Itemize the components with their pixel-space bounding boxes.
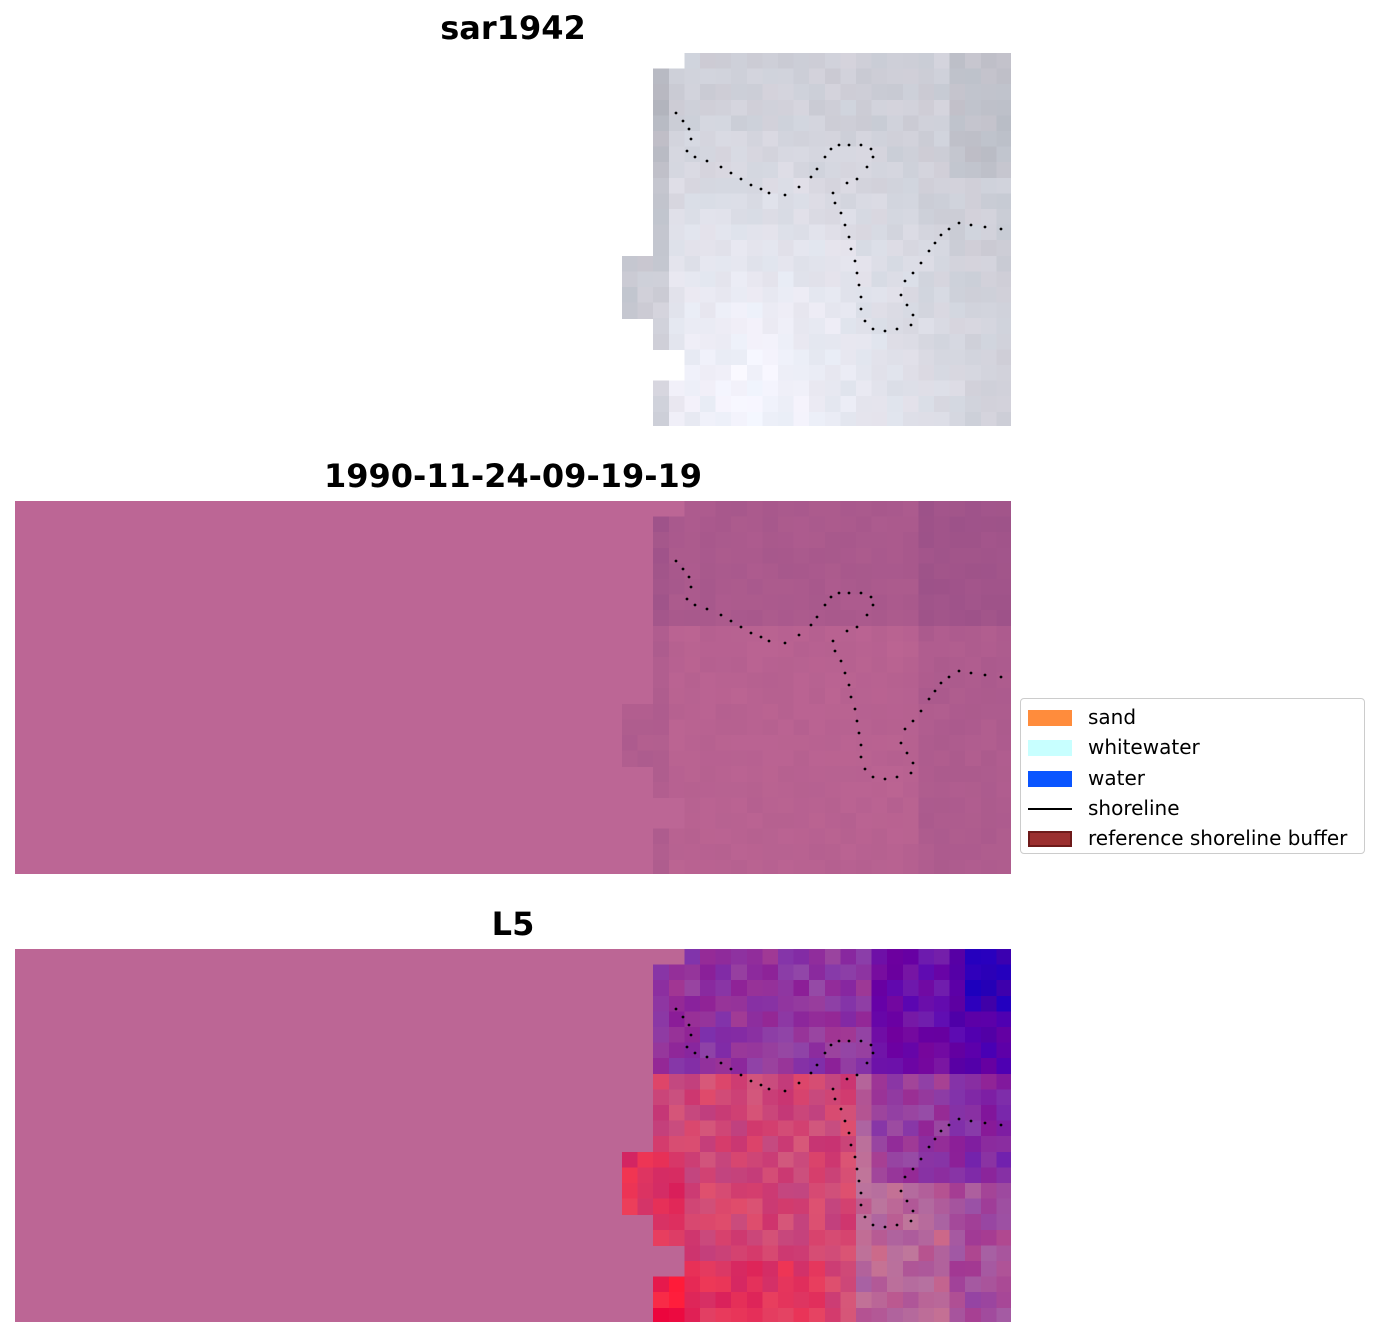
legend-label-whitewater: whitewater [1088,735,1200,759]
legend-item-whitewater: whitewater [1028,731,1363,761]
legend: sand whitewater water shoreline referenc… [1020,698,1365,854]
water-swatch-icon [1028,771,1072,787]
sar-image [622,53,1011,426]
legend-item-shoreline: shoreline [1028,792,1363,822]
legend-label-shoreline: shoreline [1088,796,1180,820]
shoreline-line-icon [1028,808,1072,810]
legend-label-reference-buffer: reference shoreline buffer [1088,826,1348,850]
legend-item-water: water [1028,762,1363,792]
whitewater-swatch-icon [1028,740,1072,756]
legend-label-water: water [1088,766,1145,790]
panel-title-sar: sar1942 [440,9,586,47]
index-image [15,501,1011,874]
legend-item-sand: sand [1028,701,1363,731]
legend-label-sand: sand [1088,705,1137,729]
sand-swatch-icon [1028,710,1072,726]
legend-item-reference-buffer: reference shoreline buffer [1028,822,1363,852]
classified-image [15,949,1011,1322]
panel-title-date: 1990-11-24-09-19-19 [323,457,703,495]
reference-buffer-swatch-icon [1028,831,1072,847]
panel-title-satellite: L5 [491,905,535,943]
